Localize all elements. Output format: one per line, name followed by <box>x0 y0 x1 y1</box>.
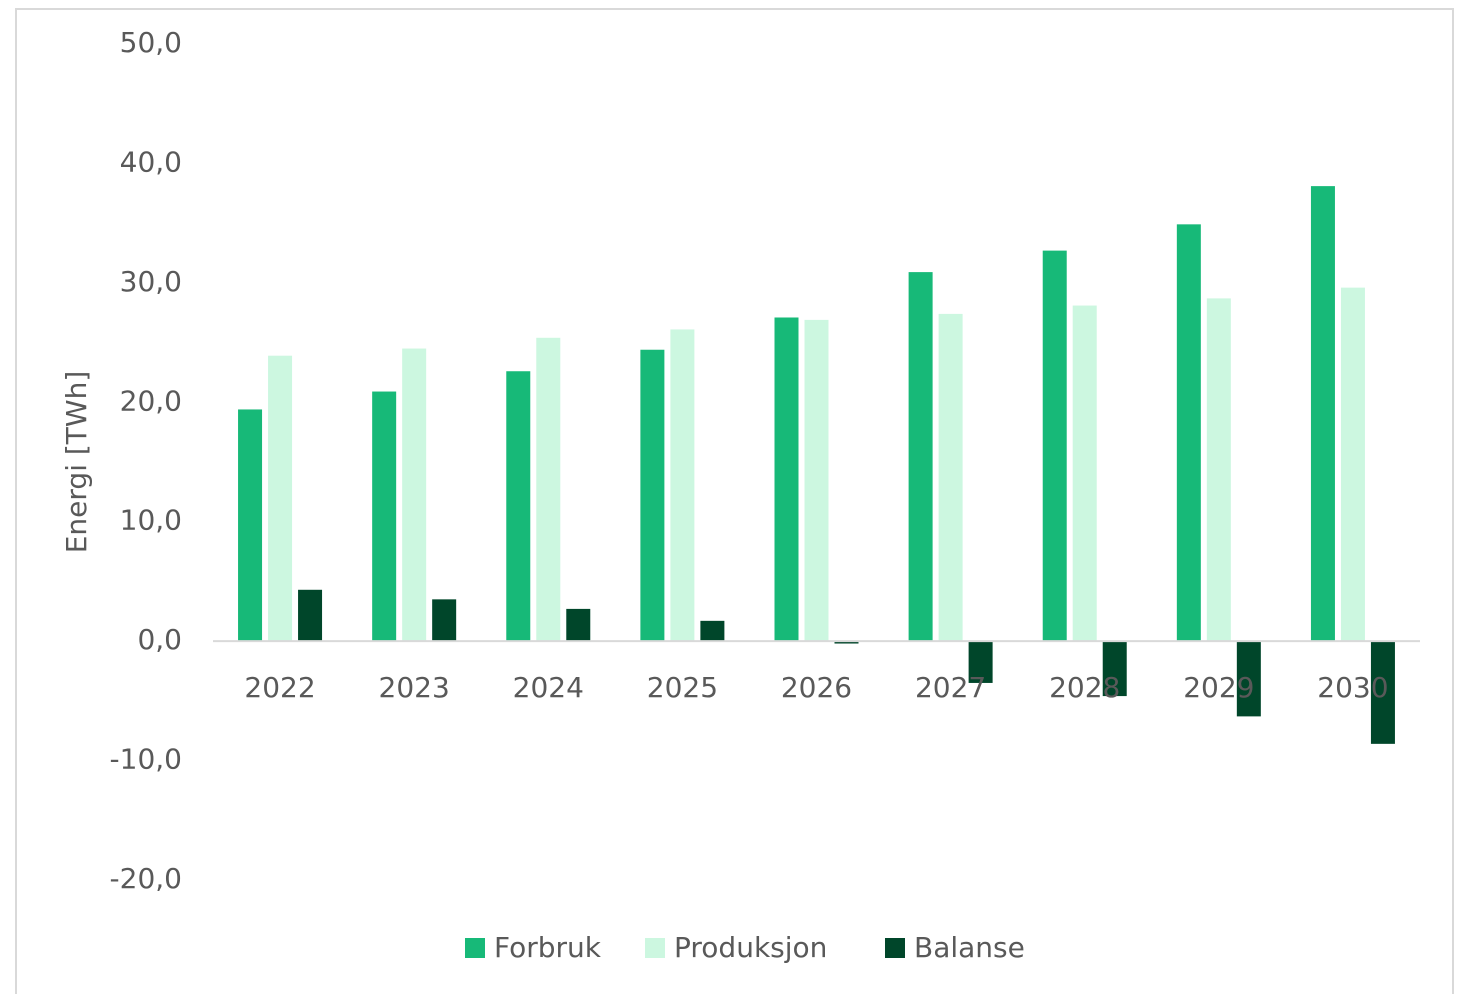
y-tick-label: 30,0 <box>120 265 182 298</box>
legend-label: Balanse <box>914 931 1025 964</box>
bar <box>1370 641 1395 744</box>
legend-label: Forbruk <box>494 931 602 964</box>
bar <box>938 313 963 642</box>
x-tick-label: 2029 <box>1183 671 1254 704</box>
x-tick-label: 2030 <box>1317 671 1388 704</box>
bar <box>968 641 993 683</box>
x-tick-label: 2025 <box>647 671 718 704</box>
bar <box>506 371 531 642</box>
bar <box>1072 305 1097 642</box>
bar <box>402 348 427 642</box>
x-tick-label: 2028 <box>1049 671 1120 704</box>
bar <box>268 355 293 642</box>
bar <box>1236 641 1261 717</box>
x-tick-label: 2026 <box>781 671 852 704</box>
bar <box>1340 287 1365 642</box>
legend-swatch <box>885 938 905 958</box>
bar <box>1310 186 1335 642</box>
y-tick-label: 0,0 <box>137 623 182 656</box>
bar <box>700 620 725 642</box>
bar <box>640 349 665 642</box>
chart-border <box>15 8 1454 994</box>
y-axis-title: Energi [TWh] <box>60 371 93 554</box>
bar <box>1206 298 1231 642</box>
bar <box>1102 641 1127 697</box>
y-tick-label: 50,0 <box>120 26 182 59</box>
bar <box>804 319 829 642</box>
y-tick-label: 10,0 <box>120 504 182 537</box>
legend-swatch <box>465 938 485 958</box>
bar <box>298 589 323 642</box>
x-tick-label: 2027 <box>915 671 986 704</box>
bar <box>670 329 695 642</box>
x-tick-label: 2024 <box>513 671 584 704</box>
bar <box>566 608 591 642</box>
bar <box>372 391 397 642</box>
legend-swatch <box>645 938 665 958</box>
bar <box>774 317 799 642</box>
x-tick-label: 2022 <box>244 671 315 704</box>
x-tick-label: 2023 <box>379 671 450 704</box>
y-tick-label: -10,0 <box>110 743 182 776</box>
y-tick-label: 40,0 <box>120 145 182 178</box>
y-tick-label: -20,0 <box>110 862 182 895</box>
bar <box>1042 250 1067 642</box>
bar <box>908 272 933 642</box>
bar <box>238 409 263 642</box>
bar <box>432 599 457 642</box>
bar <box>1176 224 1201 642</box>
bar <box>536 337 561 642</box>
legend-label: Produksjon <box>674 931 827 964</box>
bar <box>834 641 859 644</box>
y-tick-label: 20,0 <box>120 384 182 417</box>
